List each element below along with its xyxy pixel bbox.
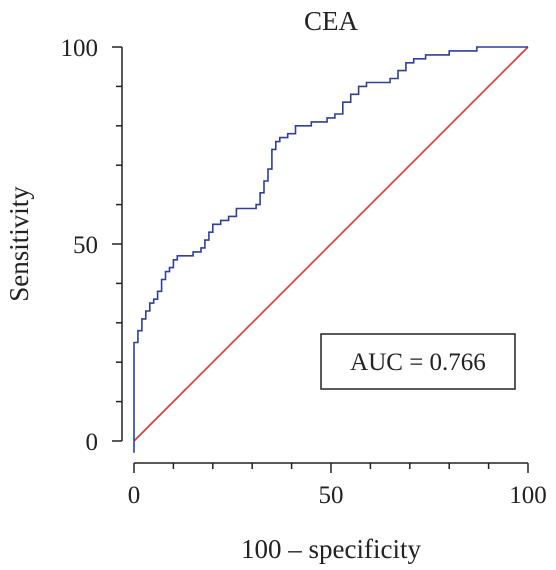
ticks: 0 50 100 0 50 100 xyxy=(61,35,547,509)
y-tick-label: 100 xyxy=(61,35,99,62)
y-axis-label: Sensitivity xyxy=(4,186,34,302)
auc-annotation: AUC = 0.766 xyxy=(320,333,516,390)
x-tick-label: 0 xyxy=(128,482,141,509)
auc-label: AUC = 0.766 xyxy=(350,349,486,376)
x-tick-label: 100 xyxy=(509,482,547,509)
plot-area xyxy=(133,46,529,453)
x-axis-label: 100 – specificity xyxy=(241,534,421,564)
auc-box xyxy=(320,333,516,390)
reference-line xyxy=(133,46,529,442)
roc-curve xyxy=(133,46,528,453)
x-tick-label: 50 xyxy=(319,482,344,509)
y-tick-label: 50 xyxy=(73,232,98,259)
chart-title: CEA xyxy=(304,6,359,36)
y-tick-label: 0 xyxy=(86,429,99,456)
